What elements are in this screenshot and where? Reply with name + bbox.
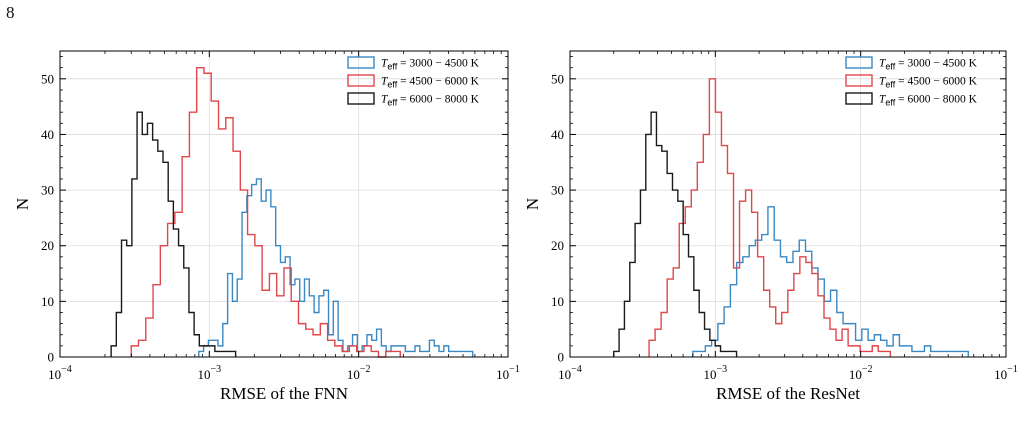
- chart-panel-2: 10−4 10−3 10−2 10−1 0 10 20 30 40 50 RMSE of the R…: [523, 50, 1018, 403]
- x-tick-label: 10−4: [558, 364, 582, 382]
- y-tick-label: 30: [551, 183, 564, 198]
- histogram-series-3: [613, 111, 738, 357]
- y-tick-label: 0: [48, 350, 55, 365]
- legend-label: Teff = 4500 − 6000 K: [381, 76, 480, 90]
- x-axis-label: RMSE of the ResNet: [716, 384, 860, 403]
- y-tick-label: 20: [551, 238, 564, 253]
- legend-swatch: [347, 74, 375, 87]
- y-tick-label: 40: [551, 127, 564, 142]
- legend-swatch: [845, 56, 873, 69]
- y-tick-label: 50: [551, 71, 564, 86]
- legend-swatch: [347, 56, 375, 69]
- legend-swatch: [845, 92, 873, 105]
- x-tick-label: 10−2: [849, 364, 873, 382]
- x-tick-label: 10−3: [704, 364, 728, 382]
- y-tick-label: 30: [41, 183, 54, 198]
- legend-label: Teff = 6000 − 8000 K: [381, 94, 480, 108]
- y-tick-label: 10: [41, 294, 54, 309]
- x-tick-label: 10−4: [48, 364, 72, 382]
- plot-frame: [569, 50, 1007, 358]
- legend-label: Teff = 6000 − 8000 K: [879, 94, 978, 108]
- x-axis-label: RMSE of the FNN: [220, 384, 348, 403]
- page-number: 8: [6, 3, 15, 22]
- y-tick-label: 50: [41, 71, 54, 86]
- histogram-series-2: [648, 78, 892, 357]
- histogram-series-2: [130, 66, 401, 358]
- y-axis-label: N: [523, 198, 542, 210]
- legend-swatch: [845, 74, 873, 87]
- y-tick-label: 10: [551, 294, 564, 309]
- histogram-series-3: [110, 111, 237, 357]
- plot-frame: [59, 50, 509, 358]
- y-tick-label: 40: [41, 127, 54, 142]
- x-tick-label: 10−2: [347, 364, 371, 382]
- x-tick-label: 10−1: [994, 364, 1018, 382]
- y-axis-label: N: [13, 198, 32, 210]
- y-tick-label: 0: [558, 350, 565, 365]
- legend-label: Teff = 3000 − 4500 K: [381, 58, 480, 72]
- legend-label: Teff = 3000 − 4500 K: [879, 58, 978, 72]
- legend-swatch: [347, 92, 375, 105]
- x-tick-label: 10−3: [198, 364, 222, 382]
- histogram-series-1: [198, 178, 474, 357]
- chart-panel-1: 10−4 10−3 10−2 10−1 0 10 20 30 40 50 RMSE of the F…: [13, 50, 520, 403]
- y-tick-label: 20: [41, 238, 54, 253]
- legend-label: Teff = 4500 − 6000 K: [879, 76, 978, 90]
- x-tick-label: 10−1: [496, 364, 520, 382]
